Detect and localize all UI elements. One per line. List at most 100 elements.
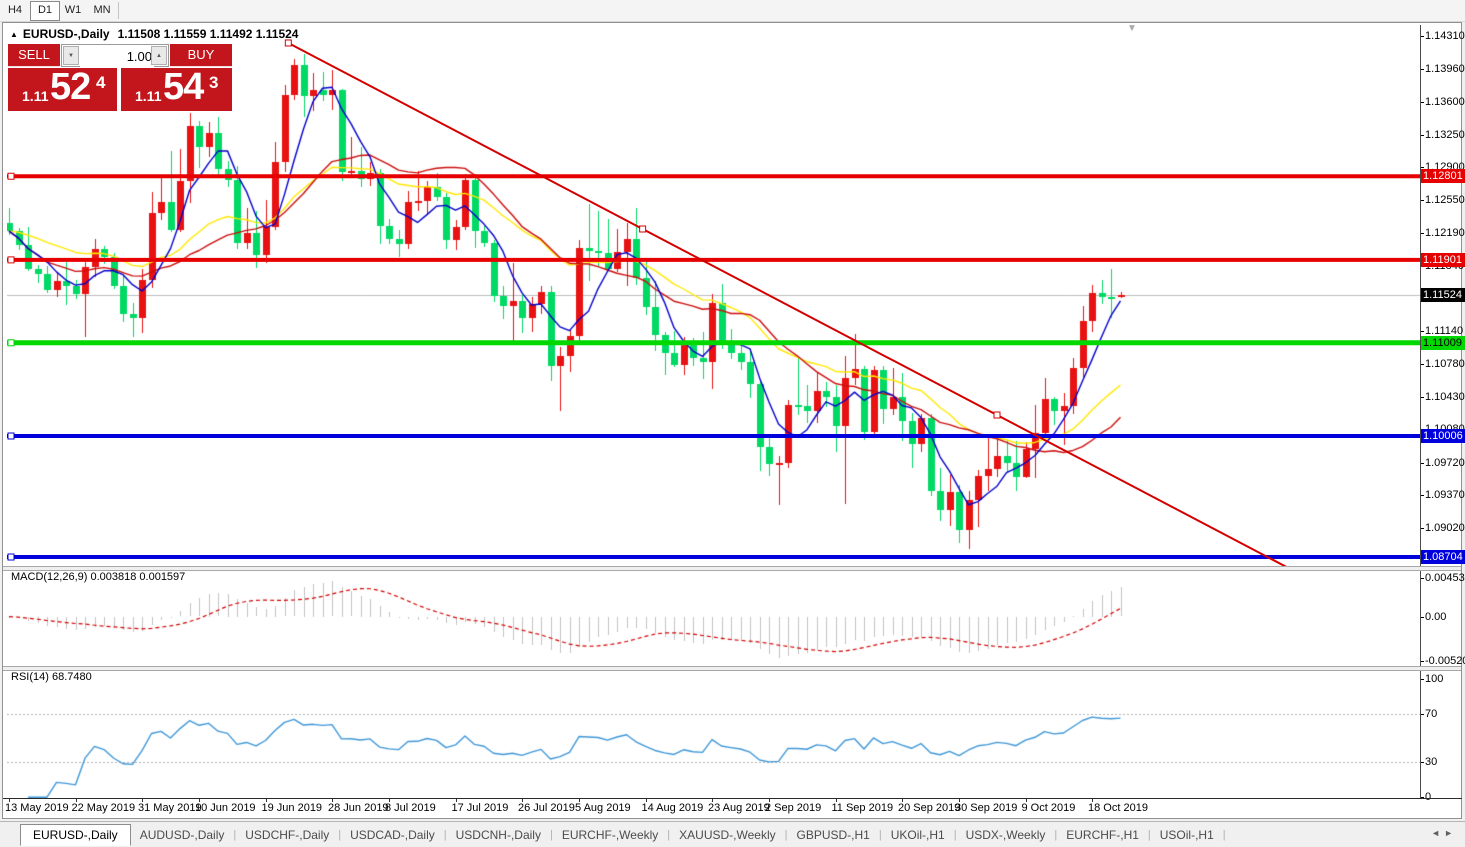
rsi-axis-label: 70 [1425, 708, 1438, 721]
chart-title: ▲ EURUSD-,Daily 1.11508 1.11559 1.11492 1.… [10, 27, 298, 41]
tab-scroll-left-icon[interactable]: ◄ [1431, 828, 1445, 838]
chart-tab-bar: EURUSD-,Daily AUDUSD-,Daily | USDCHF-,Daily… [0, 821, 1465, 847]
sell-button[interactable]: SELL [8, 44, 60, 67]
axis-price-badge: 1.08704 [1421, 550, 1465, 564]
tab-scroll-arrows[interactable]: ◄► [1431, 828, 1457, 838]
timeframe-button-d1[interactable]: D1 [30, 1, 60, 21]
tab-eurchf-weekly[interactable]: EURCHF-,Weekly [561, 827, 659, 842]
time-axis-label: 5 Aug 2019 [575, 802, 631, 814]
time-axis-tick [522, 799, 523, 802]
price-axis-label: 1.09720 [1425, 456, 1465, 469]
price-axis-label: 1.09370 [1425, 489, 1465, 502]
volume-stepper: ▼ ▲ [61, 44, 169, 67]
tab-eurchf-h1[interactable]: EURCHF-,H1 [1066, 827, 1139, 842]
time-axis-label: 28 Jun 2019 [328, 802, 389, 814]
time-axis-label: 9 Oct 2019 [1021, 802, 1076, 814]
volume-decrease-icon[interactable]: ▼ [63, 46, 79, 65]
collapse-icon[interactable]: ▲ [10, 30, 18, 39]
time-axis-label: 26 Jul 2019 [518, 802, 575, 814]
tab-separator: | [1222, 828, 1226, 841]
buy-price-pip: 3 [209, 73, 219, 92]
time-axis-label: 18 Oct 2019 [1088, 802, 1148, 814]
hline-handle-support-green[interactable] [7, 339, 15, 347]
time-axis-label: 11 Sep 2019 [831, 802, 894, 814]
symbol-label: EURUSD-,Daily [22, 27, 110, 41]
hline-handle-support-blue-1[interactable] [7, 432, 15, 440]
rsi-axis-tick [1421, 679, 1424, 680]
trendline-handle-mid[interactable] [639, 225, 647, 233]
tab-separator: | [667, 828, 671, 841]
macd-label: MACD(12,26,9) 0.003818 0.001597 [11, 571, 186, 583]
timeframe-toolbar: H4 D1 W1 MN [0, 0, 1465, 22]
price-axis-tick [1421, 396, 1424, 398]
time-axis-label: 23 Aug 2019 [708, 802, 770, 814]
time-axis-tick [389, 799, 390, 802]
tab-usdcnh-daily[interactable]: USDCNH-,Daily [455, 827, 541, 842]
tab-usdchf-daily[interactable]: USDCHF-,Daily [245, 827, 330, 842]
time-axis-tick [9, 799, 10, 802]
tab-separator: | [1147, 828, 1151, 841]
time-axis-tick [265, 799, 267, 802]
tab-scroll-right-icon[interactable]: ► [1444, 828, 1457, 838]
time-axis-tick [835, 799, 837, 802]
time-axis-label: 30 Sep 2019 [955, 802, 1018, 814]
descending-trendline[interactable] [287, 42, 1367, 566]
macd-axis-label: 0.00 [1425, 610, 1447, 623]
axis-price-badge: 1.10006 [1421, 429, 1465, 443]
hline-handle-resistance-1[interactable] [7, 172, 15, 180]
rsi-axis-label: 0 [1425, 791, 1431, 804]
trendline-handle-start[interactable] [284, 39, 292, 47]
price-axis-separator [1420, 25, 1421, 798]
tab-ukoil-h1[interactable]: UKOil-,H1 [890, 827, 945, 842]
tab-separator: | [784, 828, 788, 841]
time-axis-tick [1092, 799, 1093, 802]
time-axis-label: 2 Sep 2019 [765, 802, 822, 814]
price-axis-label: 1.13600 [1425, 95, 1465, 108]
tab-xauusd-weekly[interactable]: XAUUSD-,Weekly [679, 827, 776, 842]
sell-price-button[interactable]: 1.11 52 4 [8, 66, 117, 111]
buy-button[interactable]: BUY [170, 44, 232, 67]
chart-objects-overlay [7, 39, 1420, 566]
price-axis-tick [1421, 167, 1424, 169]
time-axis-label: 8 Jul 2019 [385, 802, 436, 814]
tab-separator: | [549, 828, 553, 841]
time-axis-tick [959, 799, 960, 802]
time-axis-tick [902, 799, 903, 802]
chart-shift-icon[interactable]: ▼ [1127, 23, 1137, 34]
timeframe-button-mn[interactable]: MN [93, 4, 111, 16]
tab-usdx-weekly[interactable]: USDX-,Weekly [965, 827, 1046, 842]
rsi-canvas[interactable] [7, 669, 1420, 798]
buy-price-button[interactable]: 1.11 54 3 [121, 66, 232, 111]
tab-eurusd-daily[interactable]: EURUSD-,Daily [20, 823, 131, 846]
price-axis-tick [1421, 330, 1424, 332]
time-axis-label: 20 Sep 2019 [898, 802, 961, 814]
hline-handle-support-blue-2[interactable] [7, 553, 15, 561]
tab-usoil-h1[interactable]: USOil-,H1 [1159, 827, 1214, 842]
hline-handle-resistance-2[interactable] [7, 256, 15, 264]
time-axis-label: 22 May 2019 [71, 802, 136, 814]
price-axis-tick [1421, 101, 1424, 103]
timeframe-button-h4[interactable]: H4 [7, 4, 23, 16]
macd-axis-tick [1421, 616, 1424, 618]
price-axis-tick [1421, 199, 1424, 201]
macd-axis-tick [1421, 661, 1424, 662]
candles-canvas[interactable] [7, 25, 1420, 566]
timeframe-button-w1[interactable]: W1 [64, 4, 82, 16]
time-axis-label: 31 May 2019 [138, 802, 202, 814]
axis-price-badge: 1.11901 [1421, 252, 1465, 267]
volume-input[interactable] [80, 46, 154, 67]
axis-price-badge: 1.12801 [1421, 169, 1465, 184]
tab-usdcad-daily[interactable]: USDCAD-,Daily [350, 827, 435, 842]
price-axis-tick [1421, 364, 1424, 366]
macd-canvas[interactable] [7, 570, 1420, 666]
tab-audusd-daily[interactable]: AUDUSD-,Daily [139, 827, 225, 842]
price-axis-tick [1421, 134, 1424, 136]
sell-price-prefix: 1.11 [22, 88, 49, 104]
trendline-handle-end[interactable] [993, 411, 1001, 419]
tab-gbpusd-h1[interactable]: GBPUSD-,H1 [796, 827, 870, 842]
time-axis-tick [142, 799, 143, 802]
volume-increase-icon[interactable]: ▲ [151, 46, 167, 65]
macd-axis-tick [1421, 578, 1424, 579]
price-axis-label: 1.14310 [1425, 30, 1465, 42]
sell-price-big: 52 [50, 66, 91, 108]
